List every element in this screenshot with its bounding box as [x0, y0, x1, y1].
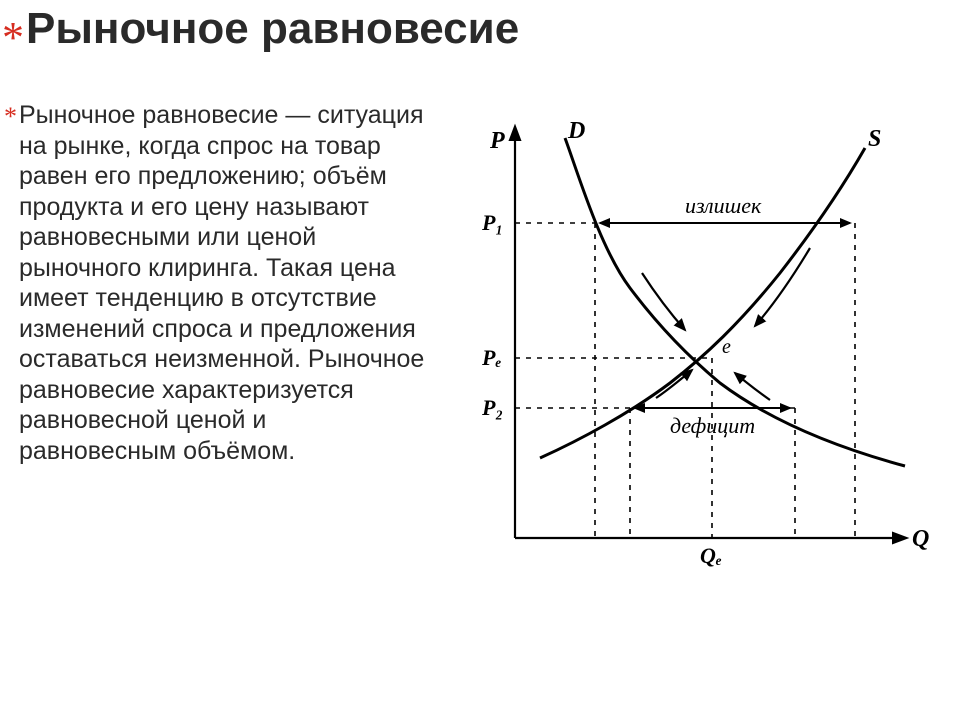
body-bullet-icon: * [4, 104, 17, 130]
label-s: S [868, 126, 881, 152]
s-up-arrow [656, 370, 692, 398]
slide-title-row: * Рыночное равновесие [0, 6, 519, 60]
label-d: D [567, 118, 585, 144]
s-down-arrow [755, 248, 810, 326]
title-bullet-icon: * [2, 16, 24, 60]
slide-title: Рыночное равновесие [26, 6, 519, 52]
label-p: P [489, 128, 505, 154]
label-q: Q [912, 526, 929, 552]
label-deficit: дефицит [670, 413, 755, 438]
body-text: Рыночное равновесие — ситуация на рынке,… [19, 100, 430, 466]
slide: * Рыночное равновесие * Рыночное равнове… [0, 0, 960, 720]
d-down-arrow [642, 273, 685, 330]
body-block: * Рыночное равновесие — ситуация на рынк… [0, 100, 430, 466]
label-qe: Qₑ [700, 543, 722, 568]
equilibrium-chart: P D S Q P₁ Pₑ P₂ Qₑ e излишек дефицит [460, 108, 940, 588]
label-surplus: излишек [685, 193, 762, 218]
label-e: e [722, 336, 731, 358]
label-pe: Pₑ [481, 345, 502, 370]
label-p1: P₁ [481, 210, 503, 235]
label-p2: P₂ [481, 395, 503, 420]
